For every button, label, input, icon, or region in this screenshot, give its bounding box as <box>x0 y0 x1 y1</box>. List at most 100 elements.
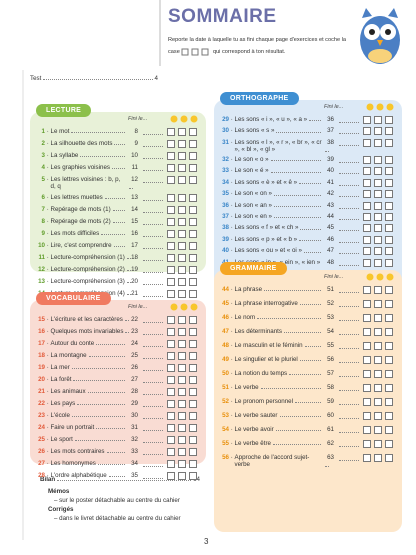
leader <box>294 402 321 404</box>
separator: · <box>229 127 235 135</box>
leader <box>299 240 321 242</box>
item-label-wrap: Les sons « i », « u », « a » <box>235 116 324 123</box>
item-label-wrap: Le masculin et le féminin <box>235 342 324 349</box>
item-row: 47 · Les déterminants 54 <box>216 328 396 337</box>
date-field <box>339 213 359 220</box>
item-label-wrap: Les lettres voisines : b, p, d, q <box>51 176 133 191</box>
checkbox <box>374 342 382 350</box>
date-field <box>143 206 163 213</box>
item-number: 33 <box>222 167 229 175</box>
leader <box>97 464 125 466</box>
date-field <box>143 218 163 225</box>
item-row: 56 · Approche de l'accord sujet-verbe 63 <box>216 454 396 469</box>
item-page: 29 <box>131 400 138 407</box>
item-label: Le nom <box>234 314 256 321</box>
item-number: 3 <box>41 152 45 159</box>
column-header: Fini le... <box>324 274 344 280</box>
date-field <box>143 400 163 407</box>
checkbox <box>189 460 197 468</box>
section-box <box>30 300 206 464</box>
leader <box>274 217 321 219</box>
checkbox <box>167 388 175 396</box>
item-label: Les sons « ou » et « oi » <box>234 247 302 255</box>
item-page: 45 <box>327 224 334 232</box>
date-field <box>143 340 163 347</box>
item-row: 18 · La montagne 25 <box>32 352 200 361</box>
checkbox <box>178 388 186 396</box>
checkbox <box>167 364 175 372</box>
separator: · <box>45 424 51 431</box>
item-label-wrap: Autour du conte <box>51 340 128 347</box>
leader <box>299 304 321 306</box>
separator: · <box>229 224 235 232</box>
date-field <box>339 328 359 335</box>
item-label: La syllabe <box>50 152 79 159</box>
date-field <box>339 440 359 447</box>
item-label: Le son « an » <box>234 201 273 209</box>
item-page: 25 <box>131 352 138 359</box>
item-number: 29 <box>222 116 229 123</box>
separator: · <box>45 164 51 171</box>
item-number: 39 <box>222 235 229 243</box>
leader <box>257 318 321 320</box>
checkbox <box>189 412 197 420</box>
checkbox <box>374 356 382 364</box>
item-page: 59 <box>327 398 334 405</box>
item-row: 26 · Les mots contraires 33 <box>32 448 200 457</box>
separator: · <box>45 176 51 183</box>
separator: · <box>45 436 51 443</box>
checkbox <box>178 316 186 324</box>
memos-text: – sur le poster détachable au centre du … <box>54 497 180 504</box>
checkbox <box>385 167 393 176</box>
date-field <box>339 300 359 307</box>
item-number: 12 <box>38 265 45 273</box>
test-label: Test <box>30 75 42 82</box>
leader <box>272 444 321 446</box>
item-page: 12 <box>131 176 138 183</box>
checkbox <box>363 426 371 434</box>
item-row: 6 · Les lettres muettes 13 <box>32 193 200 203</box>
item-row: 51 · Le verbe 58 <box>216 384 396 393</box>
title: SOMMAIRE <box>168 6 277 27</box>
separator: · <box>45 128 51 135</box>
item-number: 53 <box>222 412 229 419</box>
separator: · <box>45 241 51 249</box>
item-page: 42 <box>327 190 334 198</box>
date-field <box>143 128 163 135</box>
item-label: Le masculin et le féminin <box>234 342 303 349</box>
checkbox <box>385 212 393 221</box>
item-label-wrap: Le verbe avoir <box>235 426 324 433</box>
separator: · <box>45 328 51 335</box>
date-field <box>339 127 359 135</box>
checkbox <box>374 235 382 244</box>
checkbox <box>189 164 197 172</box>
item-label: Le verbe avoir <box>234 426 274 433</box>
item-label: L'ordre alphabétique <box>50 472 107 479</box>
item-page: 33 <box>131 448 138 455</box>
item-number: 9 <box>41 229 45 237</box>
item-label: Les sons « i », « u », « a » <box>234 116 308 123</box>
leader <box>264 290 321 292</box>
item-label-wrap: Les mots difficiles <box>51 230 128 237</box>
item-label-wrap: Les sons « p » et « b » <box>235 236 324 243</box>
item-row: 27 · Les homonymes 34 <box>32 460 200 469</box>
item-row: 45 · La phrase interrogative 52 <box>216 300 396 309</box>
date-field <box>143 412 163 419</box>
item-label: Les pays <box>50 400 76 407</box>
checkbox <box>385 138 393 147</box>
checkbox <box>178 436 186 444</box>
checkbox <box>385 258 393 267</box>
item-row: 24 · Faire un portrait 31 <box>32 424 200 433</box>
item-number: 2 <box>41 140 45 147</box>
leader <box>124 320 129 322</box>
item-row: 13 · Lecture-compréhension (3) 20 <box>32 277 200 287</box>
checkbox <box>167 128 175 136</box>
leader <box>80 156 125 158</box>
item-label: Le verbe sauter <box>234 412 278 419</box>
leader <box>87 392 125 394</box>
checkbox <box>385 370 393 378</box>
date-field <box>339 139 359 146</box>
separator: · <box>229 178 235 186</box>
item-page: 56 <box>327 356 334 363</box>
date-field <box>339 156 359 163</box>
